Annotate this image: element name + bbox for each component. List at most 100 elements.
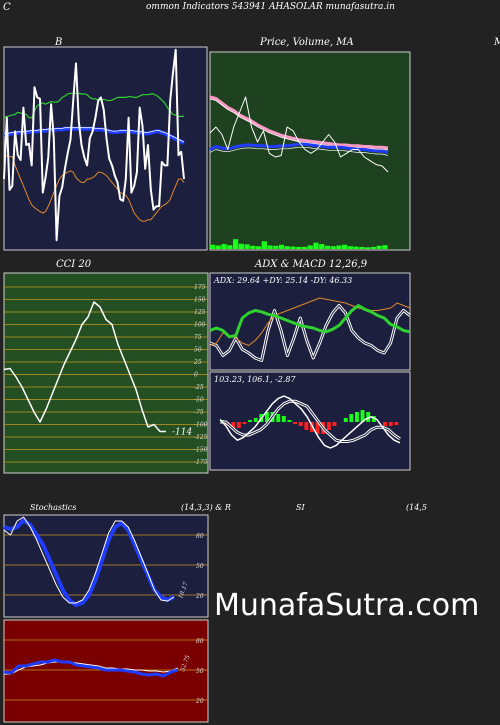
cci-tick-label: -75 [194,409,204,416]
adx-panel-title: ADX & MACD 12,26,9 [255,259,368,270]
panel-background [3,514,209,618]
volume-bar [336,245,342,249]
volume-bar [238,243,244,250]
macd-histogram-bar [383,422,387,426]
macd-histogram-bar [349,414,354,422]
bollinger-chart [3,46,208,251]
rsi-line [3,658,179,678]
rsi-tick-label: 20 [195,698,204,705]
macd-histogram-bar [281,416,286,422]
adx-line [209,304,411,339]
volume-bar [261,241,267,249]
volume-bar [376,245,382,249]
macd-histogram-bar [293,422,297,424]
volume-bar [307,245,313,249]
cci-tick-label: -25 [194,384,204,391]
stoch-d-line [3,516,175,604]
cci-tick-label: -50 [194,397,204,404]
cci-tick-label: 150 [194,297,206,304]
cci-tick-label: 50 [194,347,202,354]
volume-bar [250,245,256,249]
rsi-tick-label: 80 [196,638,204,645]
cci-tick-label: 25 [193,359,202,366]
rsi-signal-line [4,661,179,675]
macd-histogram-bar [371,416,376,422]
lower-band-line [3,154,185,222]
volume-bar [347,246,353,249]
macd-histogram-bar [343,418,348,422]
macd-histogram-bar [265,412,269,422]
macd-readout: 103.23, 106.1, -2.87 [214,375,296,384]
stoch-title-mid: (14,3,3) & R [181,503,231,512]
cci-tick-label: -175 [194,459,208,466]
macd-histogram-bar [276,414,281,422]
volume-bar [353,246,359,249]
macd-histogram-bar [394,422,399,425]
volume-bar [382,245,388,249]
macd-histogram-bar [366,412,371,422]
cci-tick-label: -125 [194,434,208,441]
cci-tick-label: 125 [194,309,206,316]
volume-bar [255,246,262,249]
page-title: ommon Indicators 543941 AHASOLAR munafas… [146,2,395,12]
macd-histogram-bar [326,422,331,430]
plus-dy-line [209,297,411,346]
cci-current-label: -114 [172,428,192,438]
rsi-tick-label: 50 [196,668,204,675]
adx-readout: ADX: 29.64 +DY: 25.14 -DY: 46.33 [214,276,353,285]
close-price-line [209,96,389,173]
volume-bar [296,246,302,249]
volume-bar [233,239,239,249]
volume-bar [365,247,371,250]
volume-bar [227,245,233,249]
volume-bar [301,246,308,249]
cci-line [3,301,166,433]
macd-histogram-bar [304,422,309,430]
volume-bar [273,245,279,249]
macd-histogram-bar [248,420,252,422]
stoch-tick-label: 20 [195,593,204,600]
cci-tick-label: -150 [194,447,208,454]
watermark: MunafaSutra.com [214,588,480,623]
short-ma-line-inner [209,146,389,156]
panel-background [209,272,411,371]
volume-bar [359,246,365,249]
macd-histogram-bar [287,420,292,422]
minus-dy-line-inner [209,305,411,361]
stoch-tick-label: 80 [196,533,204,540]
header-left-letter: C [3,2,11,13]
long-ma-line [209,95,389,150]
cci-tick-label: -100 [194,422,208,429]
panel-background [3,272,209,474]
cci-tick-label: 75 [194,334,202,341]
cci-tick-label: 100 [194,322,206,329]
volume-bar [284,246,290,249]
price-line [3,48,185,242]
volume-bar [319,244,325,249]
volume-bar [215,245,221,249]
stoch-title-left: Stochastics [30,503,77,512]
macd-histogram-bar [242,422,247,424]
volume-bar [324,245,330,249]
macd-signal-inner [220,400,401,442]
macd-histogram-bar [298,422,303,426]
stoch-k-line [3,518,175,607]
cci-panel-title: CCI 20 [56,259,92,270]
cci-chart: 175 150 125 100 75 50 25 0 -25 -50 -75 -100 -125 -150… [3,272,209,474]
volume-bar [278,244,285,249]
macd-chart [209,371,411,471]
cci-tick-label: 0 [194,372,198,379]
macd-histogram-bar [253,418,258,422]
cci-tick-label: 175 [194,284,206,291]
volume-bar [221,244,227,249]
price-volume-ma-chart [209,51,411,251]
adx-chart [209,272,411,371]
volume-bar [313,242,319,249]
stoch-title-si: SI [296,503,305,512]
macd-histogram-bar [388,422,393,426]
volume-bar [330,246,336,249]
volume-bar [244,244,250,249]
volume-bar [342,244,348,249]
